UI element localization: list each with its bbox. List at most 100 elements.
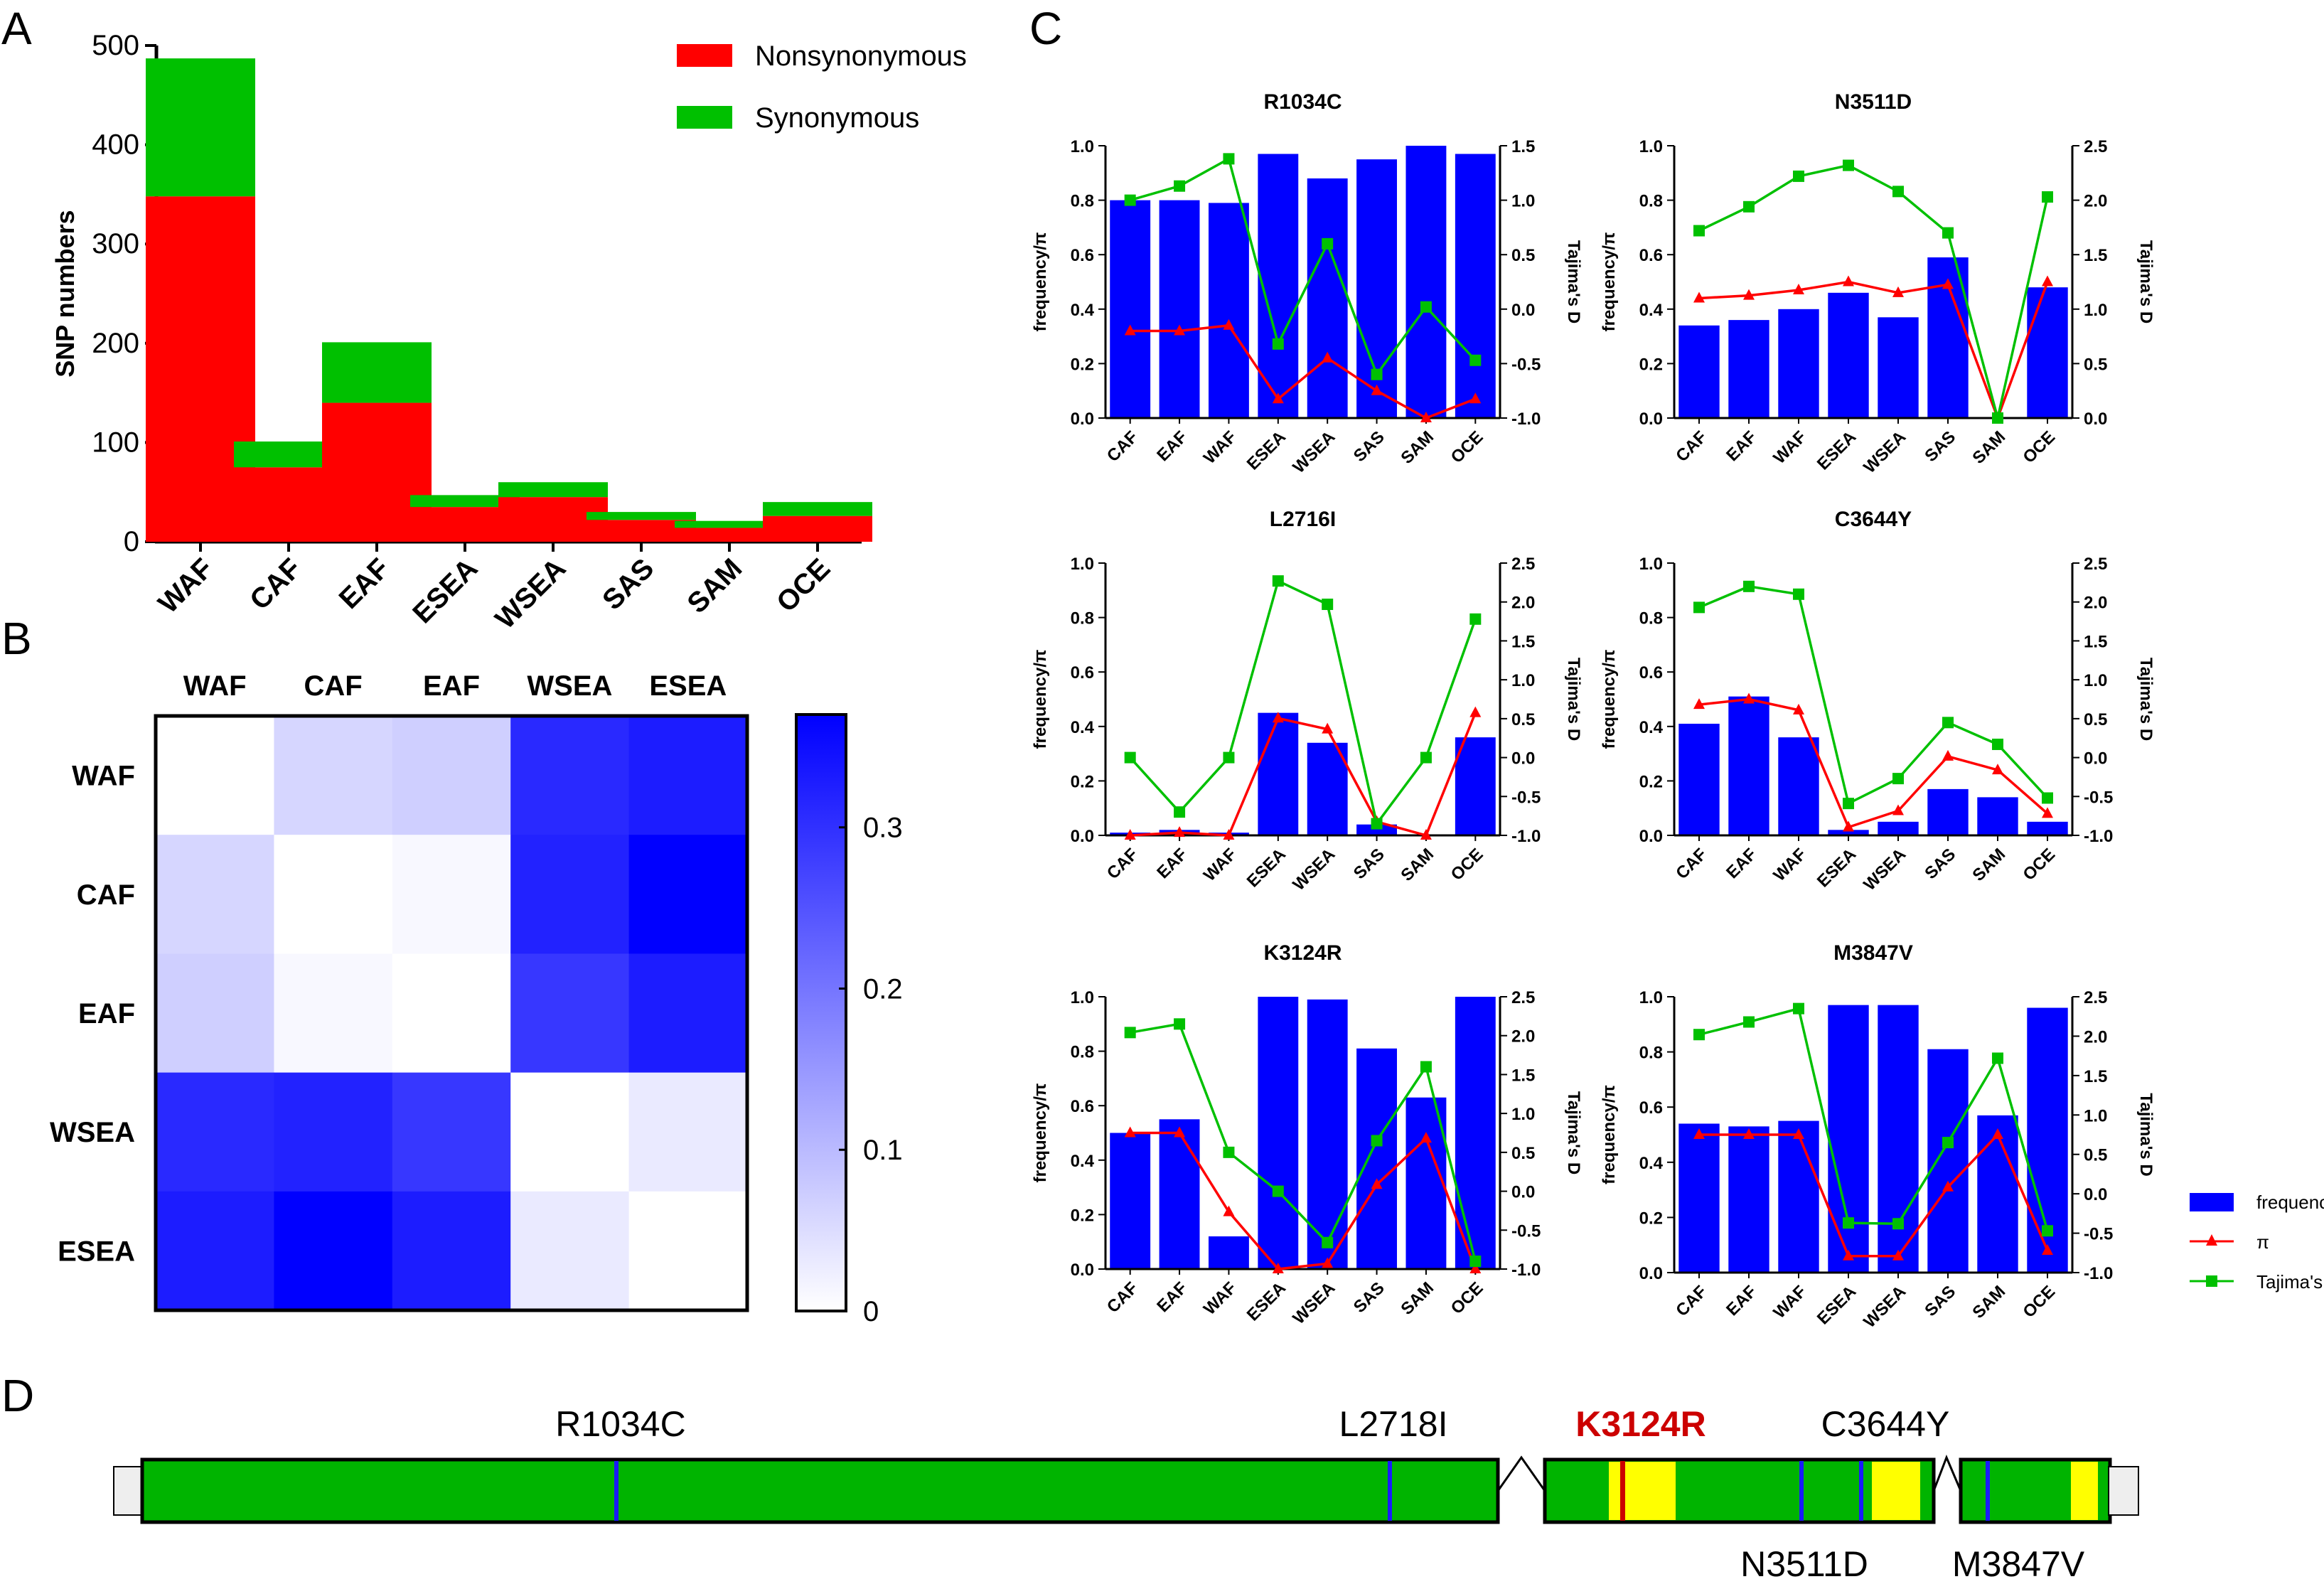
c-tajima-point	[1322, 598, 1334, 610]
c-right-tick-label: 1.5	[1511, 1066, 1535, 1085]
c-pi-point	[1223, 1205, 1235, 1216]
c-pi-point	[1469, 706, 1482, 717]
c-freq-bar	[1258, 154, 1299, 419]
c-left-tick-label: 0.4	[1071, 1152, 1095, 1171]
c-tajima-point	[1223, 153, 1235, 165]
k3124r-marker	[1620, 1461, 1625, 1521]
c-pi-point	[1992, 1128, 2003, 1139]
c-x-tick-label: EAF	[1723, 1282, 1760, 1320]
c-tajima-line	[1130, 156, 1477, 378]
c-right-tick-label: 1.5	[2084, 1067, 2107, 1086]
c-x-tick-label: WAF	[1200, 845, 1241, 885]
c-freq-bar	[1307, 178, 1348, 418]
c-pi-point	[1793, 283, 1804, 294]
c-x-tick-label: WAF	[1769, 845, 1810, 885]
c-tajima-point	[1124, 194, 1136, 206]
c-tajima-point	[1743, 1016, 1755, 1028]
label-k3124r: K3124R	[1575, 1404, 1705, 1444]
c-freq-bar	[1307, 999, 1348, 1269]
c-freq-bar	[1878, 317, 1919, 418]
c-left-tick-label: 0.0	[1639, 1264, 1663, 1283]
c-pi-point	[1843, 275, 1854, 287]
c-pi-point	[1272, 712, 1284, 723]
c-left-tick-label: 1.0	[1071, 555, 1094, 574]
b-colorbar	[795, 713, 847, 1312]
c-x-tick-label: WSEA	[1860, 1282, 1910, 1332]
a-legend-label-synonymous: Synonymous	[755, 102, 919, 134]
c-left-tick-label: 0.6	[1071, 246, 1094, 265]
b-heat-cell	[156, 953, 274, 1074]
c-tajima-point	[2042, 1225, 2053, 1237]
c-tajima-point	[1469, 354, 1482, 366]
c-legend-label-tajima: Tajima's D	[2256, 1271, 2324, 1293]
c-x-tick-label: SAS	[1921, 1282, 1959, 1320]
c-right-tick-label: -0.5	[2084, 788, 2113, 807]
intron-2	[1932, 1454, 1962, 1492]
c-pi-line	[1698, 697, 2049, 829]
c-right-tick-label: 2.5	[2084, 988, 2107, 1007]
b-heat-cell	[392, 835, 511, 954]
c-left-tick-label: 0.0	[1071, 410, 1094, 429]
c-tajima-point	[1843, 159, 1854, 171]
c-freq-bar	[1455, 154, 1496, 419]
b-heat-cell	[392, 716, 511, 835]
domain-yellow-1	[1609, 1462, 1676, 1520]
c-right-tick-label: 0.0	[2084, 1185, 2107, 1204]
c-freq-bar	[1405, 146, 1447, 418]
c-x-tick-label: EAF	[1723, 427, 1760, 465]
c-tajima-point	[1892, 773, 1904, 785]
c-right-tick-label: 1.0	[1511, 192, 1535, 211]
c-tajima-point	[1371, 1135, 1383, 1147]
c-x-tick-label: ESEA	[1243, 845, 1290, 891]
c-x-tick-label: CAF	[1672, 1282, 1710, 1320]
c-tajima-point	[1693, 1029, 1705, 1041]
c-pi-point	[1843, 1249, 1854, 1261]
c-x-tick-label: OCE	[1447, 1278, 1487, 1318]
c-pi-point	[1272, 392, 1284, 404]
label-m3847v: M3847V	[1952, 1544, 2085, 1584]
c-right-axis-label: Tajima's D	[1564, 240, 1583, 323]
b-heat-cell	[628, 716, 748, 835]
b-column-label: EAF	[423, 670, 480, 702]
c-right-axis-label: Tajima's D	[2136, 1093, 2156, 1176]
c-left-tick-label: 0.8	[1639, 192, 1663, 211]
b-colorbar-tick-label: 0.3	[863, 813, 903, 844]
c-right-tick-label: 1.0	[2084, 1106, 2107, 1125]
m3847v-marker	[1986, 1461, 1990, 1521]
c-right-tick-label: 0.5	[2084, 710, 2107, 729]
b-heat-cell	[392, 1072, 511, 1192]
c-tajima-point	[1843, 798, 1854, 810]
b-heat-cell	[392, 953, 511, 1074]
c-left-tick-label: 0.2	[1071, 355, 1094, 374]
c-tajima-point	[1371, 818, 1383, 830]
c-right-tick-label: -1.0	[1511, 827, 1541, 846]
c-x-tick-label: WSEA	[1289, 845, 1339, 894]
c-freq-bar	[1828, 1005, 1869, 1273]
panel-label-a: A	[1, 3, 32, 54]
c-freq-bar	[1828, 830, 1869, 835]
r1034c-marker	[614, 1461, 619, 1521]
c-right-tick-label: 2.0	[1511, 1027, 1535, 1047]
c-freq-bar	[1678, 325, 1720, 418]
c-tajima-point	[1942, 227, 1954, 239]
a-y-tick-label: 500	[92, 30, 139, 61]
c-tajima-point	[2042, 792, 2053, 804]
c-freq-bar	[1405, 1097, 1447, 1269]
c-right-tick-label: 1.5	[2084, 246, 2107, 265]
c-freq-bar	[1828, 292, 1869, 418]
c-freq-bar	[1977, 797, 2018, 835]
a-legend-label-nonsynonymous: Nonsynonymous	[755, 41, 967, 72]
c-pi-point	[1371, 384, 1383, 395]
c-left-tick-label: 0.8	[1639, 1044, 1663, 1063]
c-pi-point	[1322, 722, 1334, 734]
c-freq-bar	[1927, 1049, 1969, 1273]
c-pi-point	[1124, 324, 1136, 336]
c-left-tick-label: 0.6	[1071, 1097, 1094, 1116]
c-pi-point	[1793, 703, 1804, 715]
c-freq-bar	[1356, 1048, 1398, 1269]
b-heat-cell	[510, 716, 630, 835]
c-pi-line	[1699, 1132, 2049, 1258]
c-pi-line	[1130, 1131, 1477, 1270]
c-right-tick-label: -0.5	[1511, 355, 1541, 374]
c-right-tick-label: 0.5	[1511, 246, 1535, 265]
